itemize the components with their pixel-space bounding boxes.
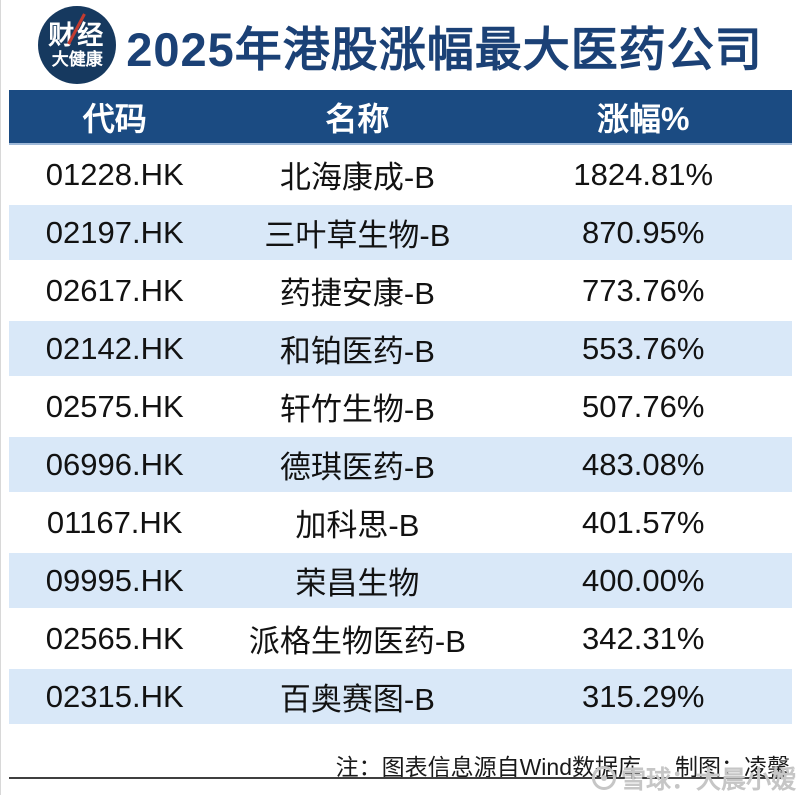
cell-code: 02565.HK [45, 620, 184, 656]
cell-name: 轩竹生物-B [279, 392, 435, 427]
logo-line2: 大健康 [51, 50, 103, 69]
source-note: 注：图表信息源自Wind数据库 [335, 754, 641, 780]
cell-name: 药捷安康-B [279, 276, 435, 311]
cell-name: 加科思-B [295, 508, 420, 543]
caijing-dajiankang-logo: 财经 大健康 [38, 6, 117, 84]
cell-code: 02617.HK [45, 272, 184, 308]
cell-code: 06996.HK [45, 446, 184, 482]
cell-name: 三叶草生物-B [264, 218, 451, 253]
cell-name: 百奥赛图-B [279, 682, 435, 717]
table-row: 01167.HK 加科思-B 401.57% [9, 493, 792, 551]
credit-note: 制图：凌馨 [675, 754, 790, 780]
table-row: 02575.HK 轩竹生物-B 507.76% [9, 377, 792, 435]
column-header-code: 代码 [82, 100, 147, 137]
cell-change: 507.76% [582, 388, 705, 424]
cell-change: 342.31% [582, 620, 705, 656]
cell-name: 德琪医药-B [279, 450, 435, 485]
cell-change: 315.29% [582, 678, 705, 714]
cell-code: 09995.HK [45, 562, 184, 598]
table-header-row: 代码 名称 涨幅% [9, 90, 792, 145]
column-header-change: 涨幅% [596, 100, 690, 137]
cell-code: 02315.HK [45, 678, 184, 714]
cell-change: 400.00% [582, 562, 705, 598]
page-header: 财经 大健康 2025年港股涨幅最大医药公司 [9, 0, 792, 90]
cell-change: 773.76% [582, 272, 705, 308]
bottom-divider [9, 777, 792, 779]
cell-name: 派格生物医药-B [248, 624, 466, 659]
watermark: 雪球：大晨小嫒 [591, 760, 796, 796]
column-header-name: 名称 [325, 100, 390, 137]
cell-code: 02197.HK [45, 214, 184, 250]
cell-code: 01228.HK [45, 156, 184, 192]
cell-change: 401.57% [582, 504, 705, 540]
table-row: 02565.HK 派格生物医药-B 342.31% [9, 609, 792, 667]
page-title: 2025年港股涨幅最大医药公司 [126, 22, 763, 76]
table-row: 01228.HK 北海康成-B 1824.81% [9, 145, 792, 203]
xueqiu-logo-icon [591, 766, 616, 790]
cell-code: 02142.HK [45, 330, 184, 366]
cell-change: 553.76% [582, 330, 705, 366]
cell-code: 02575.HK [45, 388, 184, 424]
table-row: 02142.HK 和铂医药-B 553.76% [9, 319, 792, 377]
table-row: 06996.HK 德琪医药-B 483.08% [9, 435, 792, 493]
table-row: 02197.HK 三叶草生物-B 870.95% [9, 203, 792, 261]
table-row: 09995.HK 荣昌生物 400.00% [9, 551, 792, 609]
cell-change: 870.95% [582, 214, 705, 250]
watermark-text: 雪球：大晨小嫒 [620, 766, 796, 794]
table-row: 02617.HK 药捷安康-B 773.76% [9, 261, 792, 319]
table-row: 02315.HK 百奥赛图-B 315.29% [9, 667, 792, 725]
table-rows: 01228.HK 北海康成-B 1824.81% 02197.HK 三叶草生物-B 870… [9, 145, 792, 725]
footnote: 注：图表信息源自Wind数据库 制图：凌馨 [336, 748, 790, 782]
cell-change: 1824.81% [573, 156, 714, 192]
cell-name: 和铂医药-B [279, 334, 435, 369]
cell-code: 01167.HK [46, 504, 183, 540]
stock-table: 代码 名称 涨幅% 01228.HK 北海康成-B 1824.81% 02197.HK… [9, 90, 792, 725]
cell-name: 荣昌生物 [295, 566, 420, 601]
cell-change: 483.08% [582, 446, 705, 482]
cell-name: 北海康成-B [279, 160, 435, 195]
